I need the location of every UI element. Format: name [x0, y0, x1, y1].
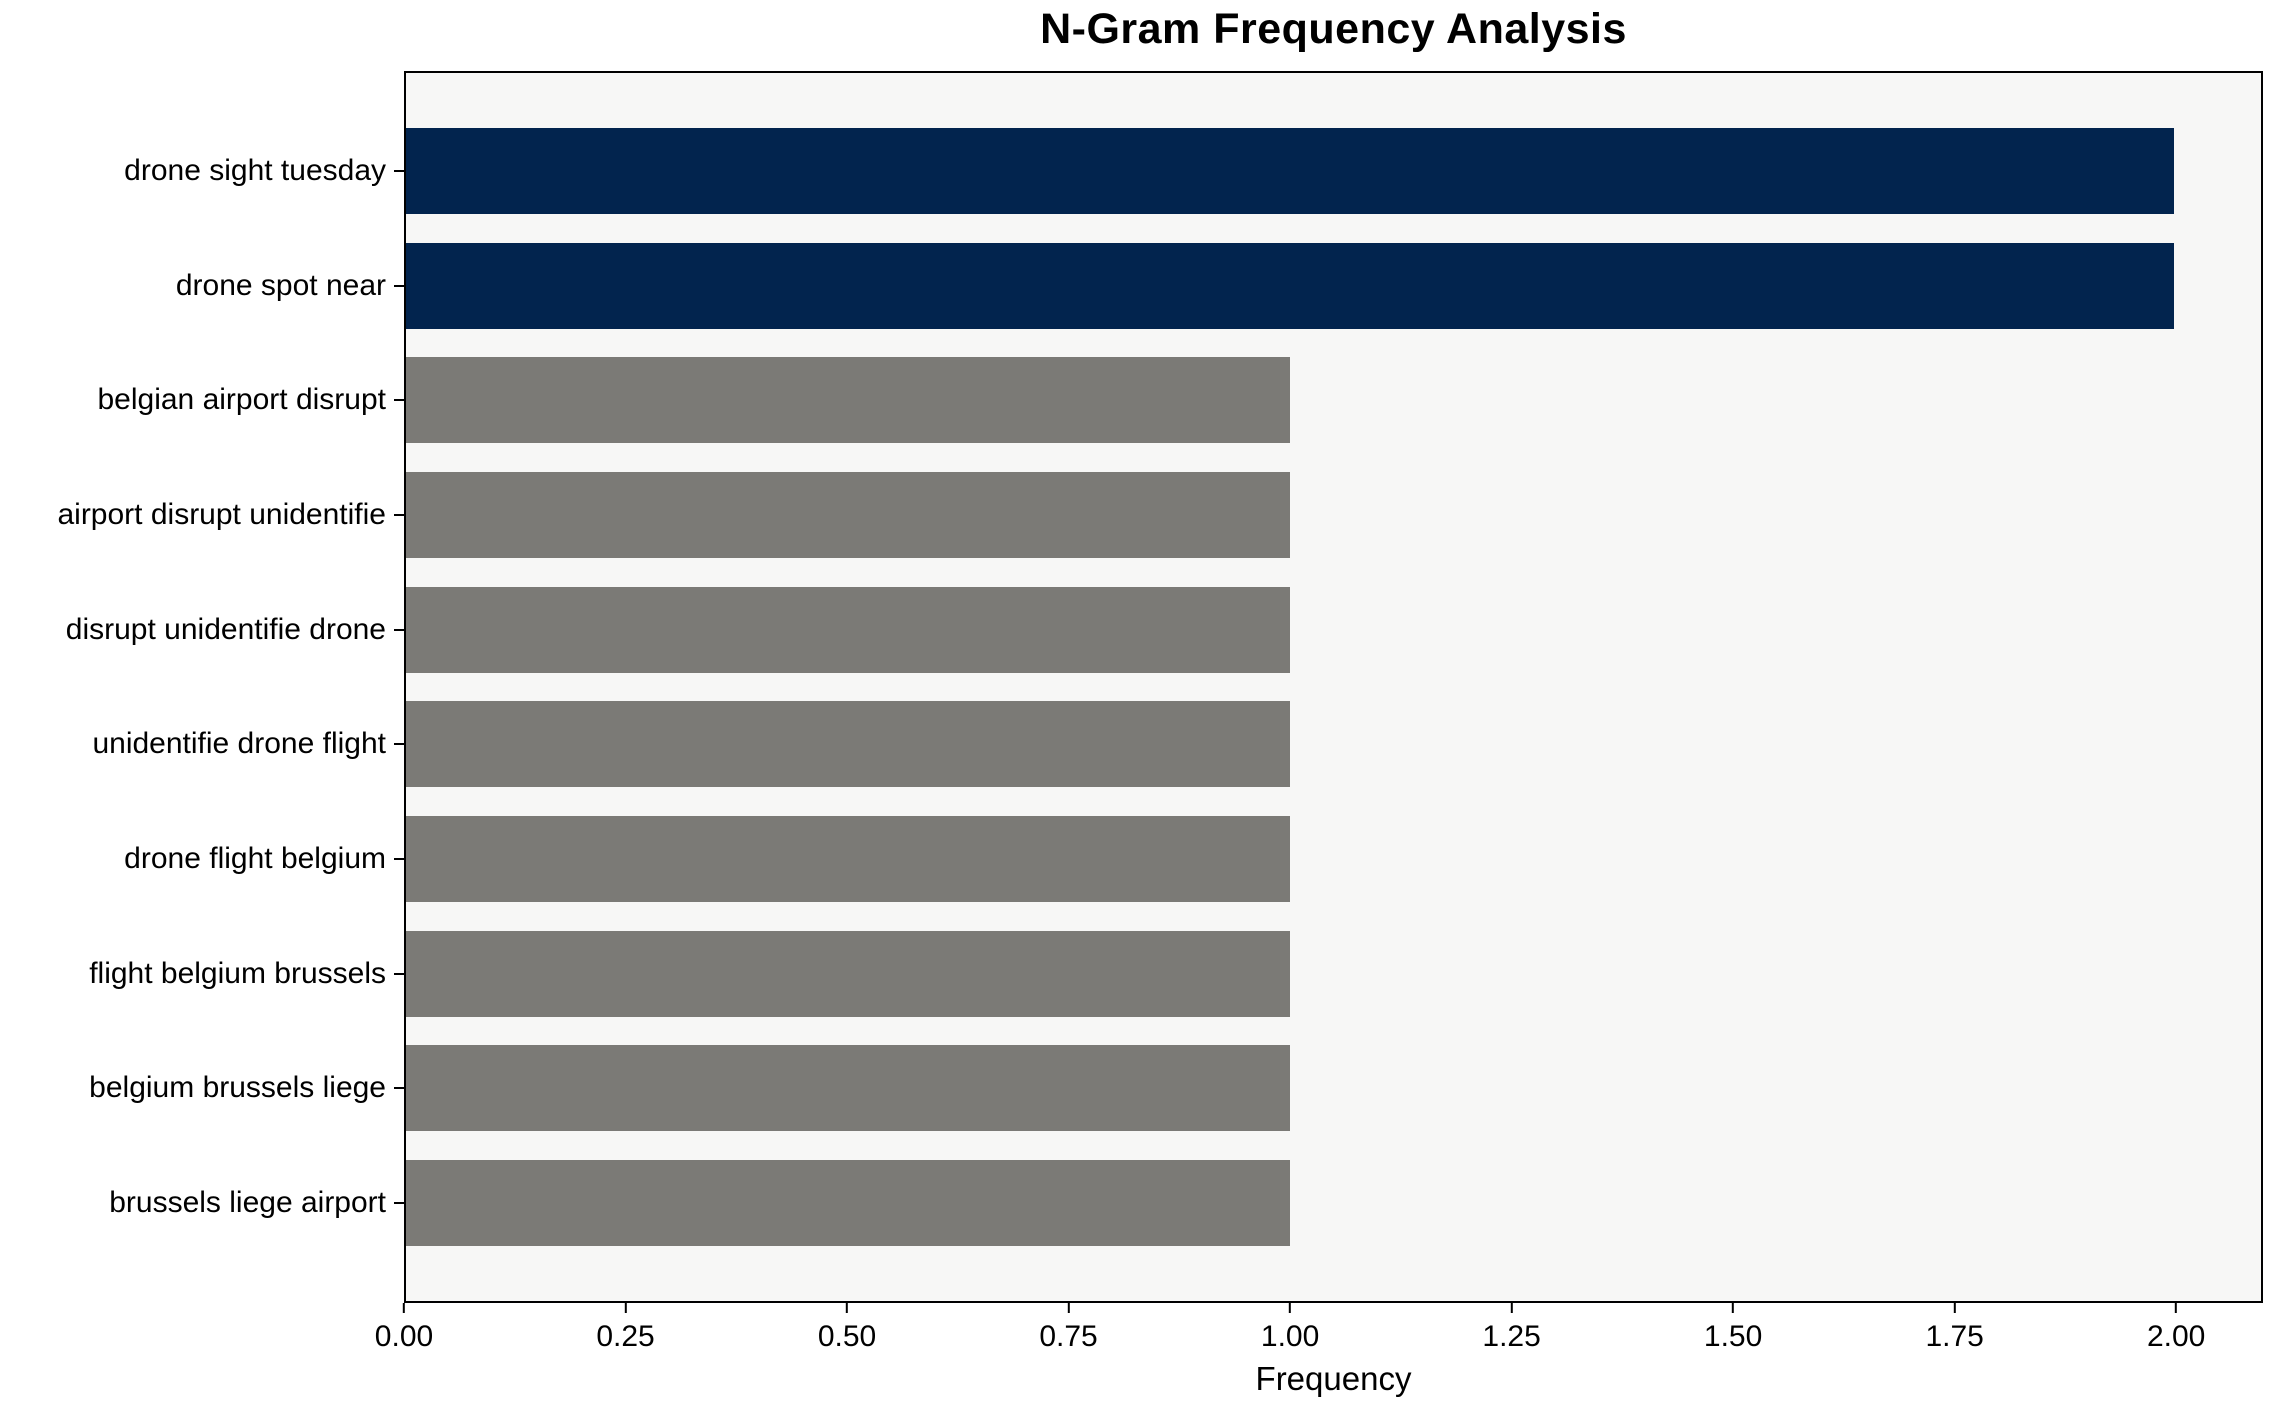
y-tick-label: brussels liege airport [109, 1185, 386, 1219]
y-tick-mark [394, 513, 404, 516]
bar-row [406, 357, 2261, 444]
y-tick-mark [394, 857, 404, 860]
bar [406, 1159, 1291, 1246]
y-tick: brussels liege airport [0, 1160, 404, 1246]
x-tick-mark [1510, 1303, 1513, 1313]
x-tick-label: 1.50 [1703, 1320, 1763, 1353]
y-tick-mark [394, 743, 404, 746]
plot-area [404, 71, 2263, 1303]
bar [406, 242, 2175, 329]
y-tick-label: belgian airport disrupt [97, 383, 386, 417]
bar-row [406, 242, 2261, 329]
x-tick-mark [2175, 1303, 2178, 1313]
y-tick-label: drone sight tuesday [124, 154, 386, 187]
x-tick: 2.00 [2147, 1303, 2205, 1354]
x-tick-label: 0.25 [596, 1320, 655, 1353]
y-tick-label: flight belgium brussels [89, 956, 386, 990]
x-tick: 0.25 [596, 1303, 655, 1354]
y-tick: flight belgium brussels [0, 931, 404, 1017]
x-tick-label: 1.75 [1925, 1320, 1984, 1353]
y-tick-mark [394, 628, 404, 631]
x-tick-mark [1732, 1303, 1735, 1313]
y-tick: drone spot near [0, 243, 404, 329]
y-tick-label: drone flight belgium [124, 841, 386, 875]
x-tick-label: 1.00 [1260, 1320, 1320, 1353]
y-tick: belgian airport disrupt [0, 357, 404, 443]
x-tick: 0.50 [818, 1303, 876, 1354]
y-tick-label: airport disrupt unidentifie [57, 497, 386, 531]
x-tick: 1.50 [1704, 1303, 1762, 1354]
x-tick-mark [624, 1303, 627, 1313]
x-axis-label: Frequency [1255, 1360, 1412, 1397]
y-tick: unidentifie drone flight [0, 701, 404, 787]
y-tick-mark [394, 170, 404, 172]
x-tick-label: 2.00 [2146, 1320, 2206, 1353]
bar-row [406, 815, 2261, 902]
x-tick-mark [1067, 1303, 1070, 1313]
x-tick-mark [402, 1303, 405, 1313]
bar-row [406, 128, 2261, 214]
bar [406, 128, 2175, 214]
x-tick-mark [1289, 1303, 1292, 1313]
chart-title: N-Gram Frequency Analysis [1040, 5, 1627, 53]
bar-row [406, 471, 2261, 558]
bar-row [406, 1159, 2261, 1246]
y-tick-mark [394, 399, 404, 402]
bar [406, 930, 1291, 1017]
bar [406, 1045, 1291, 1132]
y-tick: belgium brussels liege [0, 1045, 404, 1131]
y-tick: drone sight tuesday [0, 128, 404, 214]
y-tick-mark [394, 1201, 404, 1204]
x-tick-label: 0.50 [817, 1320, 877, 1353]
bar-row [406, 701, 2261, 788]
y-tick-label: drone spot near [175, 268, 386, 302]
y-tick-mark [394, 284, 404, 287]
x-tick-mark [846, 1303, 849, 1313]
x-tick: 1.25 [1482, 1303, 1541, 1354]
bar-row [406, 930, 2261, 1017]
x-tick: 1.75 [1925, 1303, 1984, 1354]
y-tick-mark [394, 1087, 404, 1090]
y-tick-label: disrupt unidentifie drone [65, 612, 386, 646]
bar [406, 586, 1291, 673]
y-tick-mark [394, 972, 404, 975]
y-tick: airport disrupt unidentifie [0, 472, 404, 558]
x-tick: 0.75 [1039, 1303, 1098, 1354]
x-tick-label: 1.25 [1482, 1320, 1541, 1353]
y-axis-labels: drone sight tuesday drone spot near belgia… [0, 71, 404, 1303]
bar [406, 357, 1291, 444]
x-tick: 0.00 [375, 1303, 433, 1354]
x-tick-label: 0.75 [1039, 1320, 1098, 1353]
bar-row [406, 586, 2261, 673]
bar [406, 815, 1291, 902]
x-tick-label: 0.00 [374, 1320, 434, 1353]
bar-row [406, 1045, 2261, 1132]
bar [406, 471, 1291, 558]
x-tick: 1.00 [1261, 1303, 1319, 1354]
y-tick: disrupt unidentifie drone [0, 587, 404, 673]
x-tick-mark [1953, 1303, 1956, 1313]
y-tick-label: belgium brussels liege [89, 1071, 386, 1105]
bar [406, 701, 1291, 788]
y-tick-label: unidentifie drone flight [92, 727, 386, 761]
y-tick: drone flight belgium [0, 816, 404, 902]
